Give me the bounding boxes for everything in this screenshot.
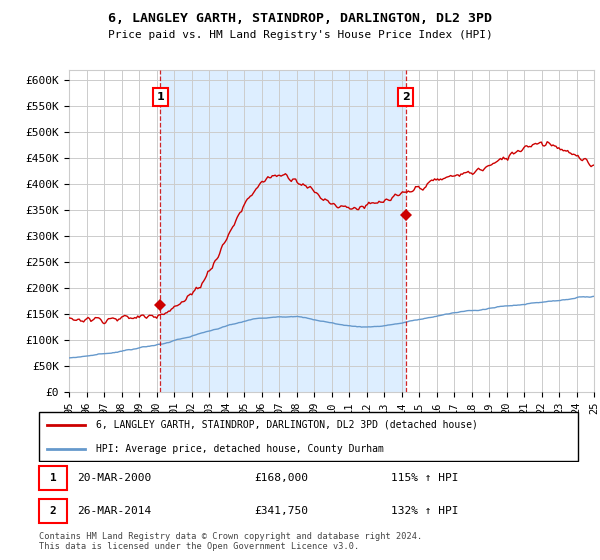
FancyBboxPatch shape (39, 499, 67, 522)
FancyBboxPatch shape (39, 412, 578, 461)
Text: Price paid vs. HM Land Registry's House Price Index (HPI): Price paid vs. HM Land Registry's House … (107, 30, 493, 40)
Text: 2: 2 (401, 92, 409, 102)
Text: 20-MAR-2000: 20-MAR-2000 (77, 473, 151, 483)
Text: 1: 1 (50, 473, 56, 483)
Text: 6, LANGLEY GARTH, STAINDROP, DARLINGTON, DL2 3PD: 6, LANGLEY GARTH, STAINDROP, DARLINGTON,… (108, 12, 492, 25)
Text: 115% ↑ HPI: 115% ↑ HPI (391, 473, 458, 483)
Text: HPI: Average price, detached house, County Durham: HPI: Average price, detached house, Coun… (96, 444, 384, 454)
Text: 26-MAR-2014: 26-MAR-2014 (77, 506, 151, 516)
FancyBboxPatch shape (39, 466, 67, 489)
Text: 6, LANGLEY GARTH, STAINDROP, DARLINGTON, DL2 3PD (detached house): 6, LANGLEY GARTH, STAINDROP, DARLINGTON,… (96, 420, 478, 430)
Text: Contains HM Land Registry data © Crown copyright and database right 2024.
This d: Contains HM Land Registry data © Crown c… (39, 532, 422, 552)
Text: 1: 1 (157, 92, 164, 102)
Text: £168,000: £168,000 (254, 473, 308, 483)
Text: 132% ↑ HPI: 132% ↑ HPI (391, 506, 458, 516)
Bar (160, 70, 406, 392)
Text: 2: 2 (50, 506, 56, 516)
Text: £341,750: £341,750 (254, 506, 308, 516)
